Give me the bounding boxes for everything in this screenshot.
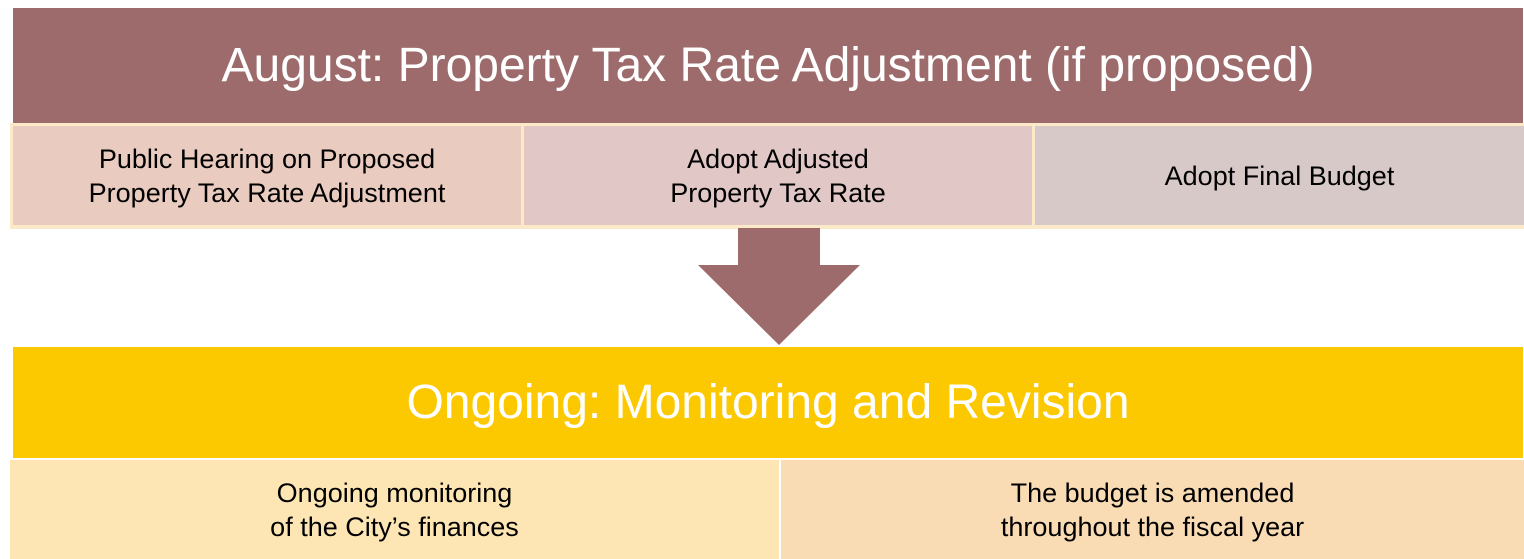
section-title: Ongoing: Monitoring and Revision (406, 376, 1130, 429)
step-text: Adopt Final Budget (1164, 160, 1395, 191)
section-title: August: Property Tax Rate Adjustment (if… (221, 39, 1315, 92)
section-banner: Ongoing: Monitoring and Revision (13, 347, 1523, 458)
step-text: Adopt Adjusted (687, 143, 869, 174)
step-box: Public Hearing on Proposed Property Tax … (13, 126, 521, 225)
section-banner: August: Property Tax Rate Adjustment (if… (13, 8, 1523, 123)
step-box: Adopt Final Budget (1035, 126, 1524, 225)
step-text: Ongoing monitoring (276, 477, 513, 508)
arrow (698, 228, 860, 345)
step-box: Adopt Adjusted Property Tax Rate (524, 126, 1032, 225)
step-text: Property Tax Rate (670, 177, 886, 208)
step-text: Public Hearing on Proposed (98, 143, 436, 174)
arrow-shape (698, 228, 860, 345)
step-text: Property Tax Rate Adjustment (88, 177, 446, 208)
step-text: throughout the fiscal year (1000, 511, 1305, 542)
step-box: Ongoing monitoring of the City’s finance… (10, 460, 779, 559)
step-box: The budget is amended throughout the fis… (781, 460, 1524, 559)
step-text: of the City’s finances (270, 511, 519, 542)
step-text: The budget is amended (1010, 477, 1295, 508)
